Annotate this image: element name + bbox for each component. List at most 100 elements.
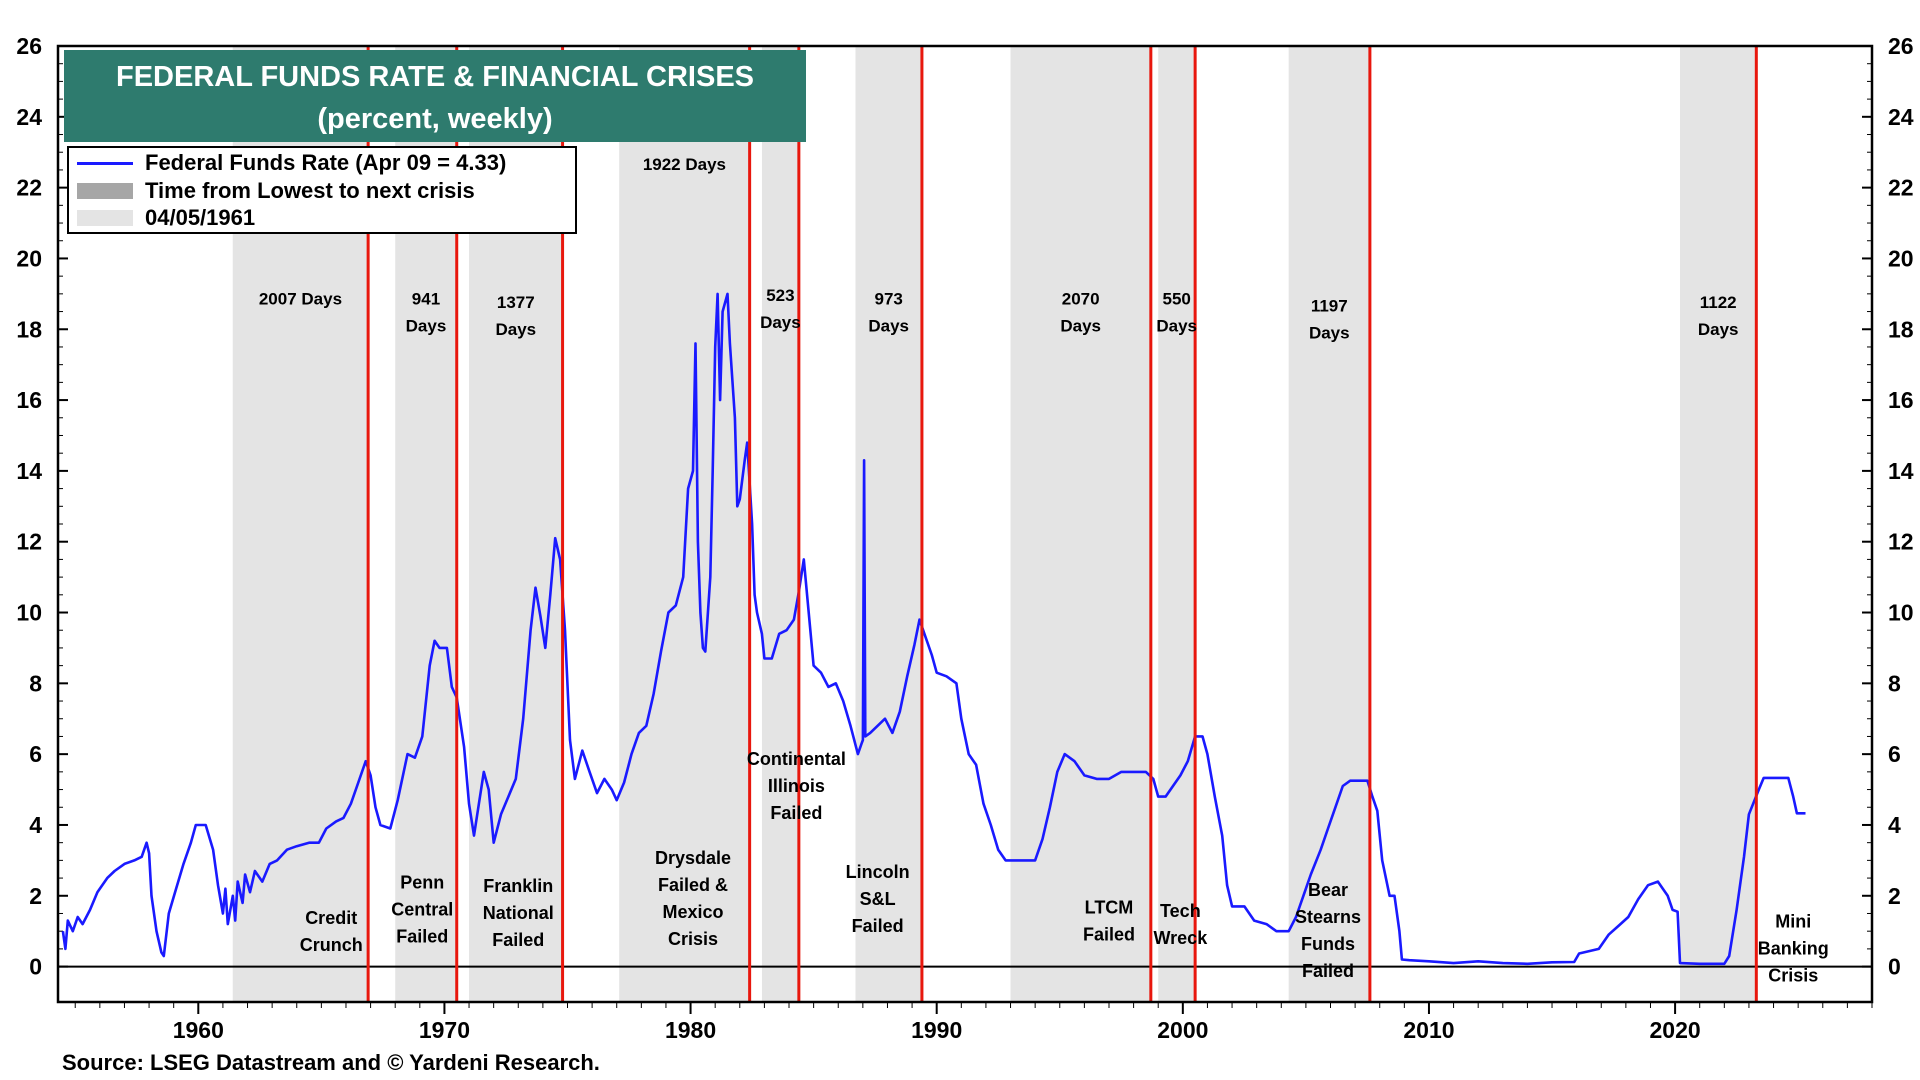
shaded-period-5 (855, 46, 922, 1002)
y-tick-label-left-6: 6 (29, 741, 42, 767)
days-label-4-1: Days (760, 313, 801, 332)
shaded-period-7 (1158, 46, 1196, 1002)
y-tick-label-right-12: 12 (1888, 529, 1914, 555)
crisis-label-3-1: Failed & (658, 875, 728, 895)
legend: Federal Funds Rate (Apr 09 = 4.33) Time … (67, 146, 577, 234)
legend-line-swatch (77, 161, 133, 165)
y-tick-label-left-12: 12 (16, 529, 42, 555)
y-tick-label-left-14: 14 (16, 458, 42, 484)
y-tick-label-left-16: 16 (16, 387, 42, 413)
y-tick-label-left-8: 8 (29, 670, 42, 696)
chart-subtitle: (percent, weekly) (317, 103, 553, 135)
y-tick-label-left-0: 0 (29, 954, 42, 980)
crisis-label-0-1: Crunch (300, 935, 363, 955)
x-tick-label-1960: 1960 (173, 1017, 224, 1043)
crisis-label-8-3: Failed (1302, 961, 1354, 981)
title-box: FEDERAL FUNDS RATE & FINANCIAL CRISES (p… (64, 50, 806, 142)
days-label-8-0: 1197 (1311, 297, 1348, 316)
days-label-1-0: 941 (412, 289, 440, 308)
y-tick-label-left-24: 24 (16, 104, 42, 130)
y-tick-label-left-20: 20 (16, 245, 42, 271)
crisis-label-9-2: Crisis (1768, 966, 1818, 986)
y-tick-label-right-2: 2 (1888, 883, 1901, 909)
shaded-period-3 (619, 46, 750, 1002)
crisis-label-7-1: Wreck (1154, 928, 1209, 948)
y-tick-label-right-14: 14 (1888, 458, 1914, 484)
days-label-7-1: Days (1156, 316, 1197, 335)
crisis-label-5-0: Lincoln (846, 862, 910, 882)
crisis-labels: Credit Crunch Penn Central Failed Franklin Nat… (300, 749, 1829, 986)
x-tick-label-1990: 1990 (911, 1017, 962, 1043)
crisis-label-3-2: Mexico (663, 902, 724, 922)
x-tick-label-2010: 2010 (1403, 1017, 1454, 1043)
crisis-label-2-1: National (483, 903, 554, 923)
crisis-label-4-0: Continental (747, 749, 846, 769)
crisis-label-9-0: Mini (1775, 912, 1811, 932)
y-tick-label-right-18: 18 (1888, 316, 1914, 342)
days-label-8-1: Days (1309, 324, 1350, 343)
days-label-4-0: 523 (766, 286, 794, 305)
crisis-label-3-3: Crisis (668, 929, 718, 949)
y-tick-label-right-22: 22 (1888, 175, 1914, 201)
days-label-2-1: Days (495, 320, 536, 339)
legend-item-dark: Time from Lowest to next crisis (77, 178, 475, 204)
y-tick-label-right-0: 0 (1888, 954, 1901, 980)
crisis-label-4-1: Illinois (768, 776, 825, 796)
y-tick-label-left-22: 22 (16, 175, 42, 201)
y-tick-label-right-24: 24 (1888, 104, 1914, 130)
y-tick-label-right-8: 8 (1888, 670, 1901, 696)
y-tick-label-left-26: 26 (16, 33, 42, 59)
crisis-label-1-2: Failed (396, 927, 448, 947)
y-tick-label-left-4: 4 (29, 812, 42, 838)
legend-item-light: 04/05/1961 (77, 205, 255, 231)
crisis-label-1-0: Penn (400, 873, 444, 893)
days-label-9-0: 1122 (1700, 293, 1737, 312)
shaded-period-4 (761, 46, 799, 1002)
crisis-label-2-2: Failed (492, 930, 544, 950)
crisis-label-1-1: Central (391, 900, 453, 920)
y-tick-label-right-26: 26 (1888, 33, 1914, 59)
y-tick-label-right-6: 6 (1888, 741, 1901, 767)
shaded-period-8 (1288, 46, 1370, 1002)
days-label-3-0: 1922 Days (643, 155, 726, 174)
y-tick-label-left-2: 2 (29, 883, 42, 909)
legend-label-light: 04/05/1961 (145, 205, 256, 230)
days-label-1-1: Days (406, 316, 447, 335)
legend-item-series: Federal Funds Rate (Apr 09 = 4.33) (77, 150, 506, 176)
shaded-period-6 (1010, 46, 1151, 1002)
days-label-2-0: 1377 (497, 293, 535, 312)
y-tick-label-left-10: 10 (16, 600, 42, 626)
y-tick-label-left-18: 18 (16, 316, 42, 342)
legend-label-dark: Time from Lowest to next crisis (145, 178, 475, 203)
crisis-label-8-2: Funds (1301, 934, 1355, 954)
crisis-label-8-0: Bear (1308, 880, 1348, 900)
crisis-label-5-1: S&L (860, 889, 896, 909)
days-label-7-0: 550 (1162, 289, 1190, 308)
days-label-5-0: 973 (875, 289, 903, 308)
days-label-5-1: Days (868, 316, 909, 335)
source-note: Source: LSEG Datastream and © Yardeni Re… (62, 1050, 600, 1075)
legend-light-swatch (77, 210, 133, 226)
x-tick-label-1970: 1970 (419, 1017, 470, 1043)
x-tick-label-2000: 2000 (1157, 1017, 1208, 1043)
crisis-label-6-1: Failed (1083, 924, 1135, 944)
crisis-label-5-2: Failed (852, 916, 904, 936)
y-tick-label-right-4: 4 (1888, 812, 1901, 838)
legend-label-series: Federal Funds Rate (Apr 09 = 4.33) (145, 150, 507, 175)
crisis-label-2-0: Franklin (483, 876, 553, 896)
x-tick-label-1980: 1980 (665, 1017, 716, 1043)
days-label-9-1: Days (1698, 320, 1739, 339)
crisis-label-0-0: Credit (305, 908, 357, 928)
crisis-label-9-1: Banking (1758, 939, 1829, 959)
y-tick-label-right-10: 10 (1888, 600, 1914, 626)
chart-title: FEDERAL FUNDS RATE & FINANCIAL CRISES (115, 61, 755, 93)
days-label-6-0: 2070 (1062, 289, 1100, 308)
days-label-0-0: 2007 Days (259, 289, 342, 308)
crisis-label-7-0: Tech (1160, 901, 1201, 921)
y-tick-label-right-20: 20 (1888, 245, 1914, 271)
crisis-label-3-0: Drysdale (655, 848, 731, 868)
legend-dark-swatch (77, 183, 133, 199)
x-tick-label-2020: 2020 (1650, 1017, 1701, 1043)
crisis-label-8-1: Stearns (1295, 907, 1361, 927)
shaded-period-9 (1680, 46, 1757, 1002)
